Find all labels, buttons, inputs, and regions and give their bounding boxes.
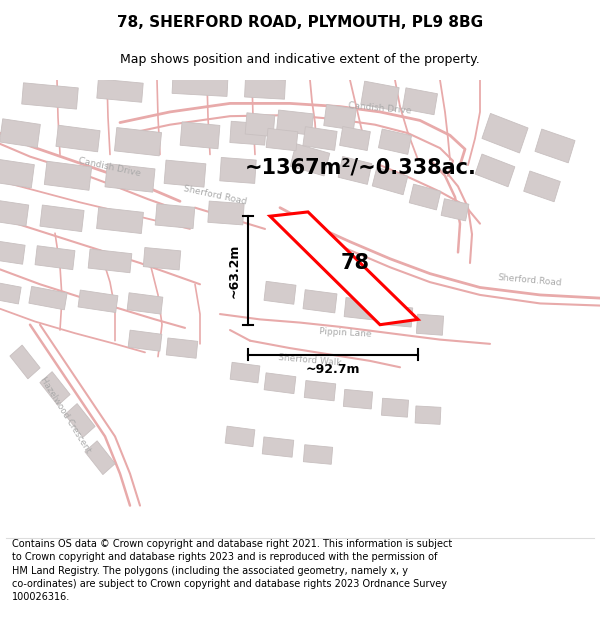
Polygon shape	[127, 292, 163, 314]
Polygon shape	[78, 290, 118, 312]
Text: ~1367m²/~0.338ac.: ~1367m²/~0.338ac.	[245, 158, 477, 177]
Text: Contains OS data © Crown copyright and database right 2021. This information is : Contains OS data © Crown copyright and d…	[12, 539, 452, 602]
Text: 78, SHERFORD ROAD, PLYMOUTH, PL9 8BG: 78, SHERFORD ROAD, PLYMOUTH, PL9 8BG	[117, 15, 483, 30]
Polygon shape	[409, 184, 441, 210]
Polygon shape	[40, 205, 84, 232]
Text: Map shows position and indicative extent of the property.: Map shows position and indicative extent…	[120, 54, 480, 66]
Text: Pippin Lane: Pippin Lane	[319, 328, 371, 339]
Polygon shape	[277, 110, 313, 135]
Text: Hazelwood Crescent: Hazelwood Crescent	[38, 376, 92, 455]
Polygon shape	[35, 246, 75, 269]
Polygon shape	[56, 125, 100, 152]
Polygon shape	[97, 79, 143, 102]
Text: 78: 78	[341, 253, 370, 273]
Polygon shape	[379, 129, 412, 154]
Polygon shape	[40, 372, 70, 406]
Polygon shape	[416, 314, 443, 335]
Text: Sherford.Road: Sherford.Road	[497, 272, 563, 288]
Polygon shape	[128, 330, 162, 351]
Polygon shape	[10, 345, 40, 379]
Polygon shape	[0, 200, 29, 226]
Polygon shape	[225, 426, 255, 447]
Polygon shape	[338, 156, 372, 184]
Polygon shape	[303, 290, 337, 313]
Polygon shape	[230, 121, 266, 145]
Polygon shape	[180, 122, 220, 149]
Polygon shape	[245, 112, 275, 137]
Polygon shape	[372, 168, 408, 195]
Polygon shape	[0, 119, 40, 148]
Text: Sherford Walk: Sherford Walk	[278, 352, 342, 367]
Polygon shape	[0, 282, 21, 304]
Text: Candish Drive: Candish Drive	[78, 156, 142, 178]
Polygon shape	[415, 406, 441, 424]
Polygon shape	[382, 398, 409, 417]
Polygon shape	[172, 74, 228, 96]
Polygon shape	[29, 286, 67, 310]
Polygon shape	[524, 171, 560, 202]
Polygon shape	[155, 204, 195, 229]
Polygon shape	[441, 199, 469, 221]
Polygon shape	[88, 249, 132, 272]
Polygon shape	[220, 158, 256, 183]
Polygon shape	[164, 160, 206, 187]
Polygon shape	[264, 373, 296, 394]
Polygon shape	[403, 88, 437, 115]
Polygon shape	[166, 338, 198, 358]
Polygon shape	[44, 161, 92, 190]
Polygon shape	[324, 104, 356, 130]
Polygon shape	[262, 437, 294, 458]
Text: ~92.7m: ~92.7m	[306, 363, 360, 376]
Polygon shape	[482, 113, 528, 153]
Polygon shape	[266, 128, 298, 151]
Polygon shape	[65, 404, 95, 437]
Polygon shape	[383, 306, 413, 327]
Polygon shape	[230, 362, 260, 383]
Polygon shape	[245, 78, 286, 99]
Polygon shape	[208, 201, 244, 225]
Polygon shape	[475, 154, 515, 187]
Polygon shape	[340, 126, 370, 151]
Polygon shape	[115, 127, 161, 156]
Text: ~63.2m: ~63.2m	[227, 243, 241, 298]
Polygon shape	[264, 281, 296, 304]
Polygon shape	[85, 441, 115, 474]
Polygon shape	[304, 381, 336, 401]
Polygon shape	[0, 159, 34, 188]
Polygon shape	[143, 248, 181, 270]
Polygon shape	[303, 127, 337, 151]
Text: Sherford Road: Sherford Road	[182, 184, 247, 206]
Text: Candish Drive: Candish Drive	[348, 101, 412, 116]
Polygon shape	[361, 81, 399, 111]
Polygon shape	[344, 298, 376, 320]
Polygon shape	[270, 212, 418, 325]
Polygon shape	[290, 144, 330, 176]
Polygon shape	[304, 445, 332, 464]
Polygon shape	[535, 129, 575, 163]
Polygon shape	[105, 164, 155, 192]
Polygon shape	[343, 389, 373, 409]
Polygon shape	[97, 208, 143, 234]
Polygon shape	[22, 82, 78, 109]
Polygon shape	[0, 241, 25, 264]
